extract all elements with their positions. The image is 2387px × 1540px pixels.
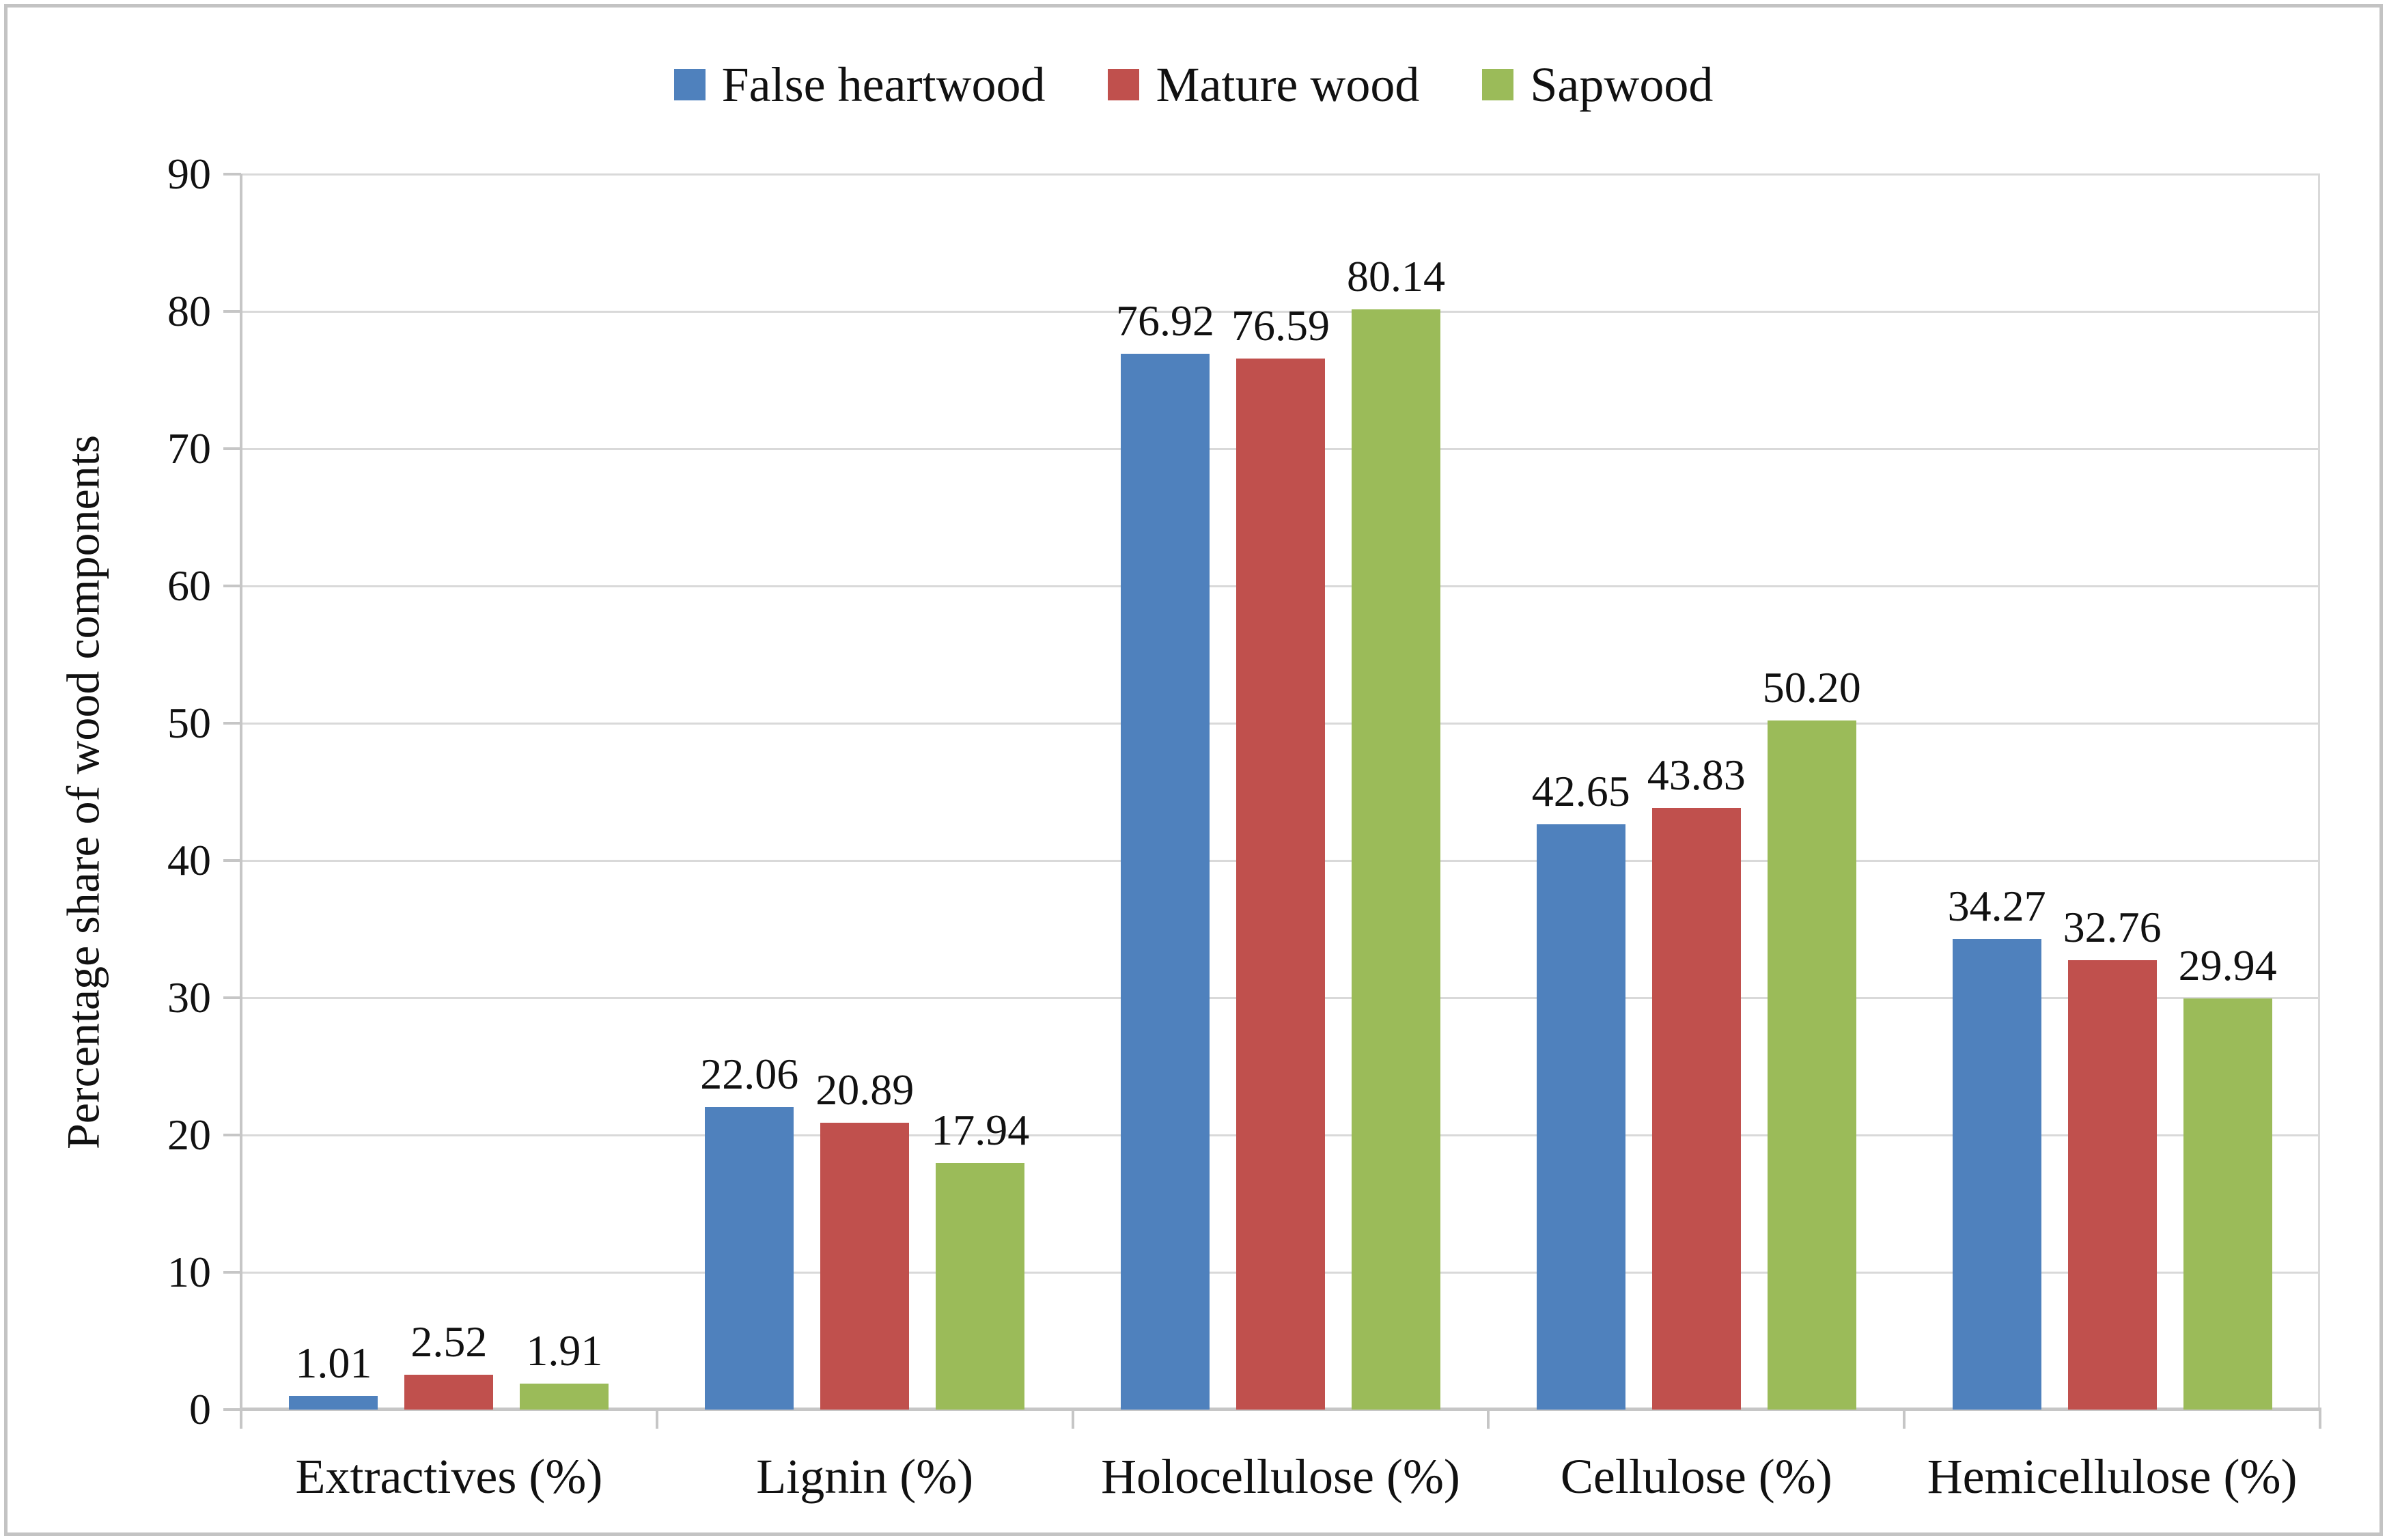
bar-value-label: 2.52 bbox=[410, 1317, 488, 1367]
plot-area: 0 10 20 30 40 50 60 70 80 90 1.01 2.52 1.91 Extractiv… bbox=[167, 152, 2321, 1501]
y-axis-tick bbox=[223, 1134, 241, 1136]
y-tick-label: 80 bbox=[167, 287, 211, 335]
bar bbox=[404, 1375, 494, 1410]
legend: False heartwood Mature wood Sapwood bbox=[0, 60, 2387, 109]
gridline bbox=[241, 173, 2320, 176]
y-tick-label: 10 bbox=[167, 1248, 211, 1296]
y-axis-title: Percentage share of wood components bbox=[57, 434, 109, 1150]
bar bbox=[289, 1395, 378, 1410]
gridline bbox=[241, 310, 2320, 313]
bar bbox=[1952, 939, 2041, 1410]
bar bbox=[2067, 960, 2157, 1410]
bar-value-label: 42.65 bbox=[1531, 766, 1630, 815]
y-tick-label: 60 bbox=[167, 561, 211, 610]
y-axis-tick bbox=[223, 996, 241, 999]
bar-value-label: 80.14 bbox=[1347, 252, 1445, 301]
plot-right-border bbox=[2318, 174, 2320, 1410]
x-axis-tick bbox=[1903, 1410, 1906, 1429]
x-axis-tick bbox=[1487, 1410, 1490, 1429]
category-label: Cellulose (%) bbox=[1560, 1449, 1832, 1504]
legend-item-false-heartwood: False heartwood bbox=[673, 57, 1046, 112]
bar bbox=[936, 1163, 1025, 1410]
legend-swatch-false-heartwood bbox=[673, 69, 706, 100]
y-tick-label: 70 bbox=[167, 424, 211, 473]
bar bbox=[1536, 824, 1625, 1410]
bar-value-label: 17.94 bbox=[931, 1106, 1030, 1155]
bar bbox=[2183, 998, 2272, 1410]
x-axis-tick bbox=[655, 1410, 658, 1429]
legend-swatch-sapwood bbox=[1482, 69, 1514, 100]
bar-value-label: 43.83 bbox=[1647, 751, 1746, 800]
bar-value-label: 1.01 bbox=[295, 1338, 372, 1387]
bar bbox=[1767, 720, 1856, 1410]
bar-value-label: 1.91 bbox=[526, 1326, 603, 1375]
y-axis-tick bbox=[223, 447, 241, 450]
bar bbox=[1236, 358, 1325, 1410]
legend-label: Mature wood bbox=[1156, 57, 1420, 112]
y-tick-label: 40 bbox=[167, 836, 211, 884]
bar bbox=[1352, 309, 1440, 1410]
bar-value-label: 20.89 bbox=[815, 1065, 915, 1115]
category-label: Extractives (%) bbox=[295, 1449, 603, 1504]
y-tick-label: 50 bbox=[167, 699, 211, 747]
y-axis-tick bbox=[223, 722, 241, 725]
y-axis-tick bbox=[223, 859, 241, 862]
y-axis-tick bbox=[223, 1408, 241, 1411]
legend-swatch-mature-wood bbox=[1108, 69, 1140, 100]
category-label: Hemicellulose (%) bbox=[1927, 1449, 2298, 1504]
bar-value-label: 32.76 bbox=[2063, 902, 2162, 951]
y-tick-label: 20 bbox=[167, 1110, 211, 1159]
y-tick-label: 90 bbox=[167, 150, 211, 198]
bar bbox=[820, 1123, 910, 1410]
bar-value-label: 50.20 bbox=[1762, 662, 1861, 712]
y-tick-label: 30 bbox=[167, 973, 211, 1022]
bar bbox=[520, 1383, 609, 1410]
bar bbox=[1121, 353, 1210, 1410]
bar-value-label: 34.27 bbox=[1947, 882, 2046, 931]
legend-label: Sapwood bbox=[1530, 57, 1714, 112]
bar-value-label: 76.59 bbox=[1231, 300, 1330, 350]
category-label: Holocellulose (%) bbox=[1101, 1449, 1460, 1504]
bar-value-label: 22.06 bbox=[700, 1049, 799, 1098]
bar-value-label: 29.94 bbox=[2178, 941, 2277, 990]
x-axis-tick bbox=[240, 1410, 242, 1429]
y-axis-tick bbox=[223, 1271, 241, 1274]
legend-item-mature-wood: Mature wood bbox=[1108, 60, 1419, 109]
legend-item-sapwood: Sapwood bbox=[1482, 60, 1713, 109]
bar bbox=[1651, 808, 1741, 1410]
legend-label: False heartwood bbox=[721, 57, 1046, 112]
x-axis-tick bbox=[1071, 1410, 1074, 1429]
x-axis-tick bbox=[2319, 1410, 2321, 1429]
y-axis-line bbox=[240, 174, 242, 1429]
category-label: Lignin (%) bbox=[756, 1449, 974, 1504]
y-axis-tick bbox=[223, 310, 241, 313]
y-axis-tick bbox=[223, 173, 241, 176]
bar-value-label: 76.92 bbox=[1116, 296, 1214, 345]
bar bbox=[705, 1106, 794, 1410]
y-axis-tick bbox=[223, 585, 241, 587]
y-tick-label: 0 bbox=[189, 1385, 211, 1433]
